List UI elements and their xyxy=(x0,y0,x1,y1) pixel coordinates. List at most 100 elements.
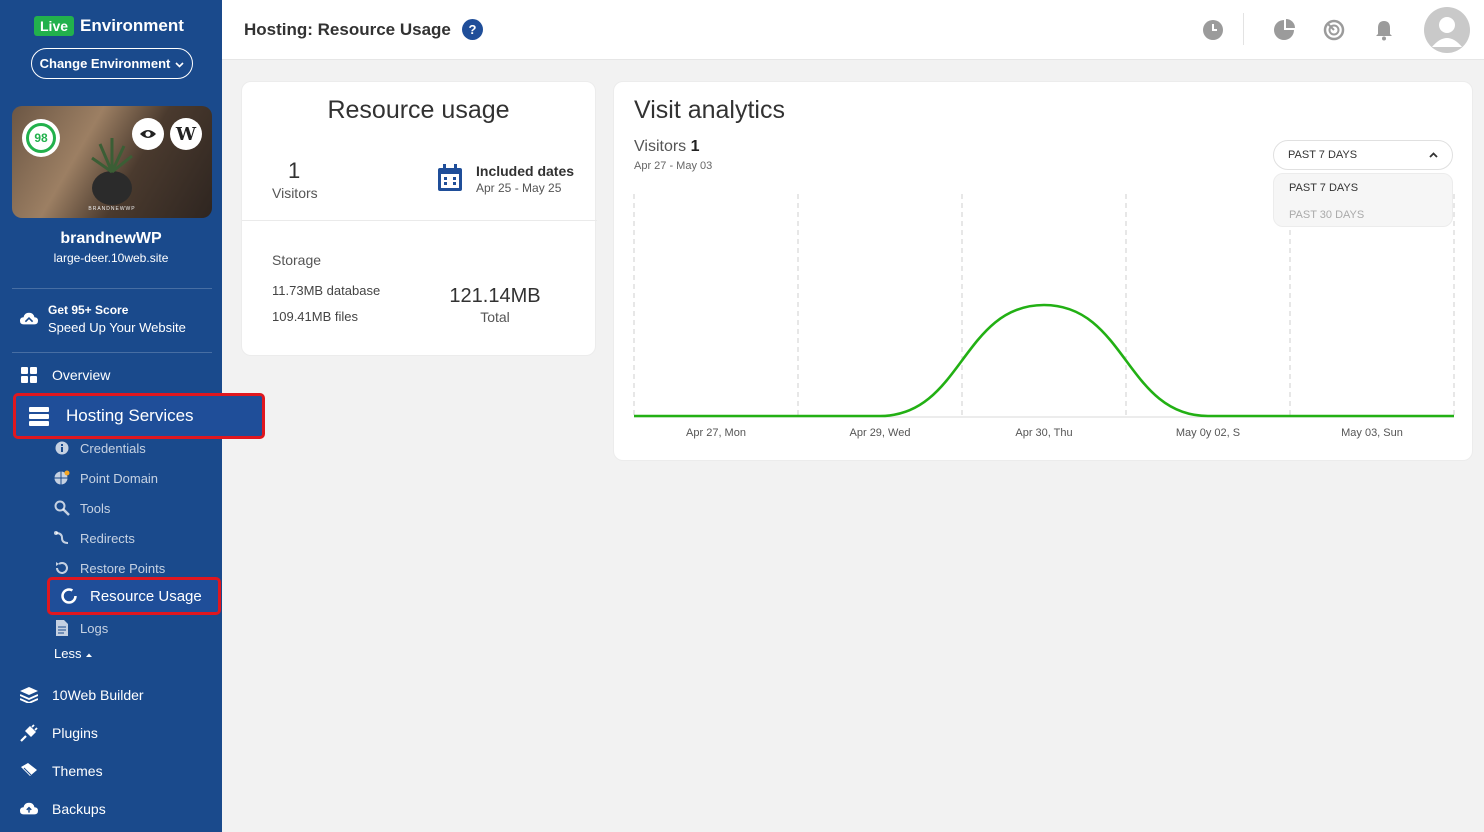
storage-total-label: Total xyxy=(480,309,510,325)
resource-ring-icon xyxy=(60,587,78,605)
environment-title: Environment xyxy=(80,16,184,35)
redirect-icon xyxy=(54,530,70,546)
sidebar-subitem-point-domain[interactable]: Point Domain xyxy=(54,470,158,486)
sidebar-divider xyxy=(12,352,212,353)
plug-icon xyxy=(20,724,38,742)
document-icon xyxy=(54,620,70,636)
sidebar-subitem-label: Redirects xyxy=(80,530,135,546)
plant-image xyxy=(91,138,133,205)
sidebar-subitem-credentials[interactable]: Credentials xyxy=(54,440,146,456)
clock-icon[interactable] xyxy=(1202,19,1224,41)
speed-gauge-icon[interactable] xyxy=(1323,19,1345,41)
score-badge: 98 xyxy=(22,119,60,157)
promo-line2: Speed Up Your Website xyxy=(48,320,186,335)
included-dates: Included dates Apr 25 - May 25 xyxy=(476,163,574,195)
sidebar-item-label: 10Web Builder xyxy=(52,687,144,703)
storage-files: 109.41MB files xyxy=(272,309,358,324)
sidebar-item-label: Hosting Services xyxy=(66,406,194,425)
sidebar-subitem-logs[interactable]: Logs xyxy=(54,620,108,636)
sidebar-divider xyxy=(12,288,212,289)
sidebar-item-themes[interactable]: Themes xyxy=(20,762,103,780)
bell-icon[interactable] xyxy=(1373,19,1395,41)
sidebar-item-label: Themes xyxy=(52,763,103,779)
live-badge: Live xyxy=(34,16,75,36)
user-avatar[interactable] xyxy=(1424,7,1470,53)
less-label: Less xyxy=(54,646,82,661)
top-bar-separator xyxy=(1243,13,1244,45)
period-option-30-days[interactable]: PAST 30 DAYS xyxy=(1289,209,1365,221)
chevron-up-icon xyxy=(85,646,93,661)
visit-analytics-card: Visit analytics Visitors 1 Apr 27 - May … xyxy=(613,81,1473,461)
x-tick-label: May 03, Sun xyxy=(1341,427,1403,439)
sidebar-subitem-redirects[interactable]: Redirects xyxy=(54,530,135,546)
included-dates-range: Apr 25 - May 25 xyxy=(476,181,562,195)
promo-line1: Get 95+ Score xyxy=(48,303,129,317)
preview-eye-icon[interactable] xyxy=(132,118,164,150)
restore-icon xyxy=(54,560,70,576)
sidebar-subitem-restore-points[interactable]: Restore Points xyxy=(54,560,165,576)
pie-chart-icon[interactable] xyxy=(1273,19,1295,41)
period-dropdown-value: PAST 7 DAYS xyxy=(1288,149,1358,161)
globe-icon xyxy=(54,470,70,486)
wordpress-icon[interactable]: W xyxy=(170,118,202,150)
calendar-icon xyxy=(437,164,463,192)
layers-icon xyxy=(20,686,38,704)
thumbnail-caption: BRANDNEWWP xyxy=(88,206,136,212)
sidebar-item-label: Backups xyxy=(52,801,106,817)
analytics-date-range: Apr 27 - May 03 xyxy=(634,160,713,172)
sidebar-subitem-label: Point Domain xyxy=(80,470,159,486)
x-tick-label: May 0y 02, S xyxy=(1176,427,1240,439)
sidebar-item-plugins[interactable]: Plugins xyxy=(20,724,98,742)
period-dropdown[interactable]: PAST 7 DAYS xyxy=(1273,140,1453,170)
x-tick-label: Apr 27, Mon xyxy=(686,427,746,439)
sidebar-item-label: Plugins xyxy=(52,725,98,741)
visitors-value: 1 xyxy=(288,158,301,183)
top-bar: Hosting: Resource Usage ? xyxy=(222,0,1484,60)
sidebar-item-backups[interactable]: Backups xyxy=(20,800,106,818)
sidebar: Live Environment Change Environment 98 W… xyxy=(0,0,265,832)
sidebar-subitem-resource-usage[interactable]: Resource Usage xyxy=(50,580,218,612)
site-thumbnail[interactable]: 98 W BRANDNEWWP xyxy=(12,106,212,218)
visit-analytics-title: Visit analytics xyxy=(634,96,785,124)
cloud-speed-icon xyxy=(20,310,38,328)
resource-usage-title: Resource usage xyxy=(327,96,510,124)
resource-usage-card: Resource usage 1 Visitors Included dates… xyxy=(241,81,597,356)
analytics-visitors-value: 1 xyxy=(690,138,700,155)
page-title: Hosting: Resource Usage xyxy=(244,20,451,39)
included-dates-title: Included dates xyxy=(476,163,575,179)
sidebar-subitem-tools[interactable]: Tools xyxy=(54,500,110,516)
info-icon xyxy=(54,440,70,456)
brush-icon xyxy=(20,762,38,780)
visitors-label: Visitors xyxy=(272,185,318,201)
period-dropdown-menu: PAST 7 DAYS PAST 30 DAYS xyxy=(1273,173,1453,227)
analytics-visitors-label: Visitors xyxy=(634,138,687,155)
cloud-backup-icon xyxy=(20,800,38,818)
visits-line-chart: Apr 27, Mon Apr 29, Wed Apr 30, Thu May 0y … xyxy=(633,194,1455,439)
visitors-series-line xyxy=(634,303,1454,418)
less-toggle[interactable]: Less xyxy=(54,646,93,661)
x-tick-label: Apr 30, Thu xyxy=(1015,427,1072,439)
help-icon[interactable]: ? xyxy=(462,19,483,40)
site-name: brandnewWP xyxy=(60,230,162,247)
change-environment-button[interactable]: Change Environment xyxy=(31,48,193,79)
environment-header: Live Environment xyxy=(34,16,184,36)
storage-database: 11.73MB database xyxy=(272,283,381,298)
x-tick-label: Apr 29, Wed xyxy=(850,427,911,439)
tools-icon xyxy=(54,500,70,516)
period-option-7-days[interactable]: PAST 7 DAYS xyxy=(1289,182,1359,194)
storage-total-value: 121.14MB xyxy=(449,285,541,307)
sidebar-item-overview[interactable]: Overview xyxy=(20,366,110,384)
grid-icon xyxy=(20,366,38,384)
server-icon xyxy=(28,405,50,427)
storage-label: Storage xyxy=(272,252,322,268)
sidebar-item-hosting-services[interactable]: Hosting Services xyxy=(16,396,262,436)
sidebar-item-label: Overview xyxy=(52,367,111,383)
speed-up-promo[interactable]: Get 95+ Score Speed Up Your Website xyxy=(20,303,186,335)
site-url[interactable]: large-deer.10web.site xyxy=(53,251,169,265)
sidebar-subitem-label: Restore Points xyxy=(80,560,166,576)
analytics-visitors: Visitors 1 xyxy=(634,138,700,156)
sidebar-subitem-label: Resource Usage xyxy=(90,587,202,605)
score-value: 98 xyxy=(26,123,56,153)
sidebar-item-10web-builder[interactable]: 10Web Builder xyxy=(20,686,144,704)
sidebar-subitem-label: Tools xyxy=(80,500,111,516)
